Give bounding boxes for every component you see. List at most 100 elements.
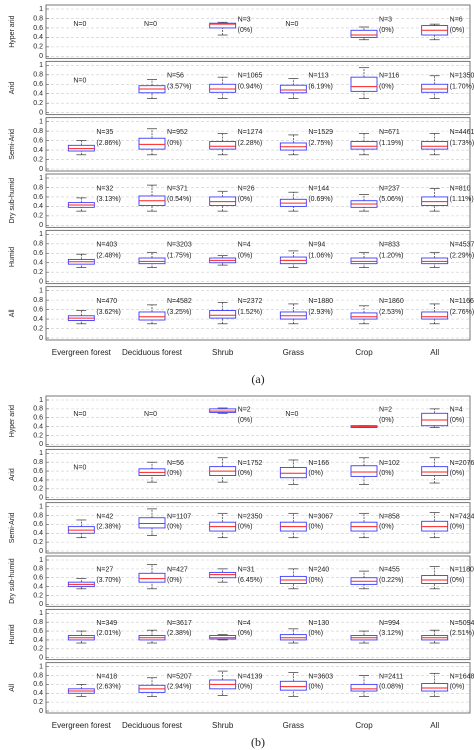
y-tick-label: 0 (39, 601, 43, 608)
y-tick-label: 1 (39, 397, 43, 404)
row-label: Humid (9, 247, 16, 267)
y-tick-label: 0.4 (33, 203, 43, 210)
percent-label: (0%) (450, 577, 465, 584)
column-label: Crop (355, 721, 373, 730)
y-tick-label: 1 (39, 231, 43, 238)
y-tick-label: 1 (39, 557, 43, 564)
box (421, 141, 449, 150)
box (350, 465, 378, 477)
column-label: All (430, 348, 439, 357)
percent-label: (2.76%) (450, 309, 474, 316)
n-label: N=11662 (450, 298, 474, 305)
n-label: N=1274 (238, 129, 263, 136)
percent-label: (0%) (238, 27, 253, 34)
n-label: N=1107 (167, 513, 191, 520)
percent-label: (0.94%) (238, 83, 263, 90)
n-label: N=1180 (450, 567, 474, 574)
y-tick-label: 0.2 (33, 646, 43, 653)
n-label: N=3203 (167, 242, 192, 249)
row-label: Semi-Arid (9, 129, 16, 160)
n-label: N=1529 (308, 129, 333, 136)
box (138, 137, 166, 150)
box (279, 84, 307, 94)
n-label: N=671 (379, 129, 400, 136)
percent-label: (0%) (238, 683, 253, 690)
row-label: Hyper arid (9, 405, 16, 437)
row-label: Dry sub-humid (9, 178, 16, 224)
n-label: N=3 (238, 16, 251, 23)
percent-label: (0.54%) (167, 196, 192, 203)
y-tick-label: 0.6 (33, 81, 43, 88)
box (279, 680, 307, 691)
subplot-frame (45, 173, 471, 228)
n-label: N=3617 (167, 620, 192, 627)
n-label: N=1880 (308, 298, 333, 305)
percent-label: (1.75%) (167, 252, 192, 259)
row-label: Semi-Arid (9, 512, 16, 543)
y-tick-label: 0.6 (33, 521, 43, 528)
n-label: N=4461 (450, 129, 474, 136)
percent-label: (0%) (450, 27, 465, 34)
n-label: N=94 (308, 242, 325, 249)
percent-label: (3.70%) (96, 577, 121, 584)
n-label: N=3603 (308, 673, 333, 680)
y-tick-label: 0.8 (33, 241, 43, 248)
caption: (b) (251, 735, 265, 749)
percent-label: (0.69%) (308, 196, 333, 203)
y-tick-label: 0.2 (33, 100, 43, 107)
n-label: N=116 (379, 73, 399, 80)
n-label: N=1860 (379, 298, 404, 305)
n-label: N=16487 (450, 673, 474, 680)
n-label: N=0 (73, 21, 86, 28)
y-tick-label: 0.6 (33, 415, 43, 422)
row-label: Arid (9, 82, 16, 95)
y-tick-label: 0.8 (33, 566, 43, 573)
percent-label: (5.06%) (379, 196, 404, 203)
percent-label: (3.25%) (167, 309, 192, 316)
box (350, 312, 378, 320)
y-tick-label: 0.8 (33, 406, 43, 413)
y-tick-label: 0 (39, 441, 43, 448)
n-label: N=952 (167, 129, 188, 136)
y-tick-label: 0.8 (33, 672, 43, 679)
n-label: N=0 (285, 411, 298, 418)
n-label: N=240 (308, 567, 329, 574)
n-label: N=403 (96, 242, 117, 249)
box (421, 466, 449, 476)
percent-label: (2.51%) (450, 630, 474, 637)
y-tick-label: 0.4 (33, 147, 43, 154)
box (138, 572, 166, 583)
n-label: N=4 (238, 620, 251, 627)
percent-label: (0%) (450, 470, 465, 477)
y-tick-label: 0.8 (33, 184, 43, 191)
n-label: N=0 (73, 77, 86, 84)
percent-label: (2.63%) (96, 683, 121, 690)
percent-label: (0%) (379, 27, 394, 34)
y-tick-label: 0.6 (33, 468, 43, 475)
y-tick-label: 0.2 (33, 325, 43, 332)
y-tick-label: 0 (39, 335, 43, 342)
y-tick-label: 0 (39, 166, 43, 173)
subplot-frame (45, 662, 471, 714)
percent-label: (1.19%) (379, 140, 404, 147)
percent-label: (2.93%) (308, 309, 333, 316)
n-label: N=1752 (238, 460, 263, 467)
percent-label: (2.48%) (96, 252, 121, 259)
percent-label: (1.73%) (450, 140, 474, 147)
box (138, 517, 166, 529)
subplot-frame (45, 229, 471, 285)
y-tick-label: 0 (39, 495, 43, 502)
box (350, 683, 378, 692)
subplot-frame (45, 502, 471, 554)
box (350, 29, 378, 38)
n-label: N=4 (238, 242, 251, 249)
percent-label: (0.08%) (379, 683, 404, 690)
percent-label: (3.12%) (379, 630, 404, 637)
subplot-frame (45, 117, 471, 172)
n-label: N=810 (450, 185, 471, 192)
y-tick-label: 1 (39, 610, 43, 617)
n-label: N=56 (167, 460, 184, 467)
percent-label: (0%) (379, 470, 394, 477)
box (421, 683, 449, 692)
